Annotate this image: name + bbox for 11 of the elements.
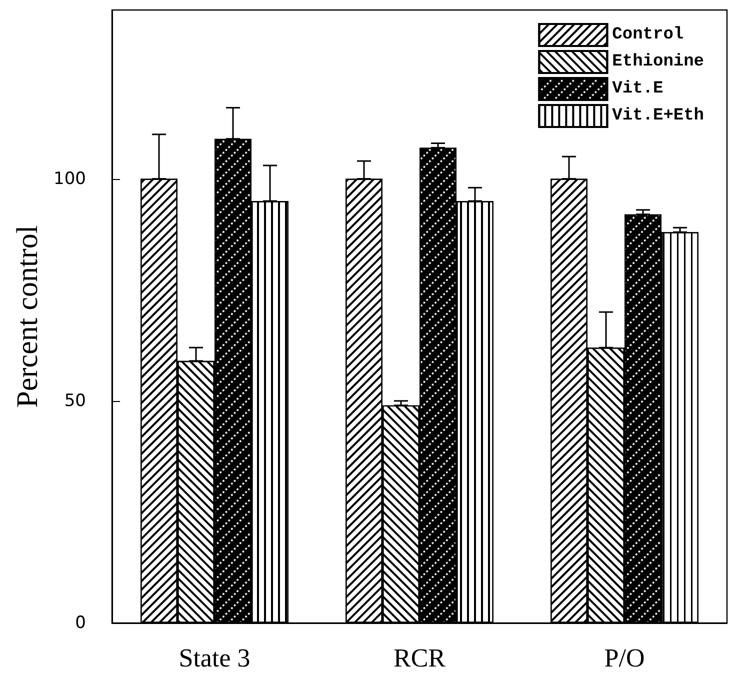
- y-tick-label: 50: [64, 390, 86, 411]
- y-tick-label: 0: [75, 613, 86, 633]
- x-tick-label: State 3: [178, 644, 250, 672]
- y-tick-label: 100: [54, 168, 86, 189]
- legend-label: Control: [612, 26, 684, 44]
- x-tick-label: RCR: [393, 644, 446, 672]
- y-axis-title: Percent control: [11, 225, 44, 408]
- legend-label: Vit.E+Eth: [612, 106, 704, 126]
- x-tick-label: P/O: [604, 644, 645, 672]
- legend-label: Ethionine: [612, 52, 704, 72]
- legend-label: Vit.E: [612, 80, 664, 98]
